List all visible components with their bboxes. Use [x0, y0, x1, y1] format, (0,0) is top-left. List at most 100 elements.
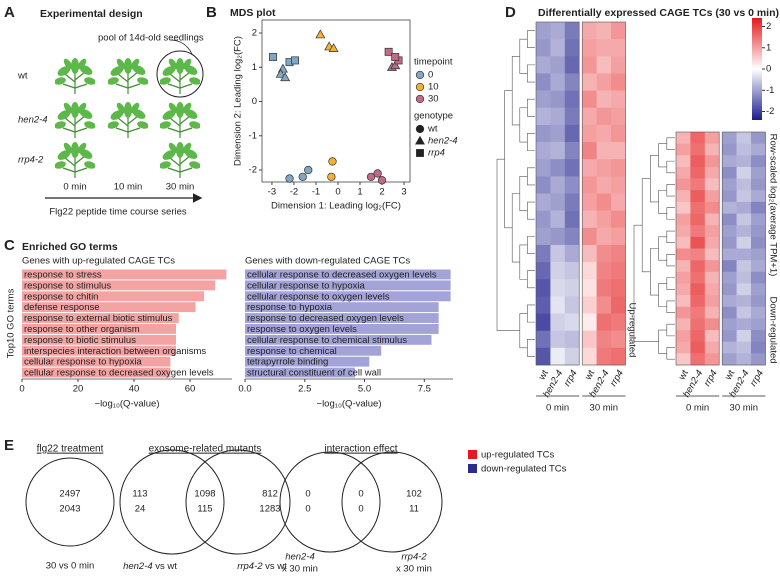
- heatmap-cell: [582, 210, 597, 229]
- heatmap-cell: [536, 22, 551, 40]
- heatmap-cell: [536, 313, 551, 331]
- heatmap-cell: [722, 248, 737, 261]
- dendrogram: [527, 270, 535, 289]
- heatmap-cell: [676, 143, 691, 156]
- bar: [22, 356, 171, 367]
- heatmap-cell: [690, 248, 706, 261]
- bar-label: response to chemical: [247, 346, 337, 357]
- heatmap-cell: [564, 142, 580, 160]
- heatmap-cell: [690, 166, 706, 179]
- dendrogram: [519, 313, 528, 349]
- heatmap-cell: [611, 330, 626, 349]
- heatmap-cell: [690, 271, 706, 284]
- heatmap-cell: [550, 227, 566, 246]
- genotype-label: hen2-4: [18, 115, 48, 126]
- legend-label: 0: [428, 70, 433, 81]
- heatmap-cell: [751, 213, 766, 226]
- heatmap-cell: [736, 283, 752, 296]
- heatmap-cell: [704, 155, 720, 168]
- heatmap-cell: [550, 107, 566, 126]
- point: [291, 56, 299, 65]
- heatmap-cell: [596, 107, 612, 126]
- bar: [245, 367, 355, 378]
- dendrogram: [650, 248, 659, 296]
- venn-count-down: 2043: [59, 504, 80, 515]
- heatmap-cell: [704, 236, 720, 249]
- legend-label: hen2-4: [428, 136, 458, 147]
- seedling: [160, 58, 200, 94]
- heatmap-cell: [536, 227, 551, 246]
- heatmap-cell: [582, 124, 597, 143]
- heatmap-cell: [550, 159, 566, 177]
- heatmap-cell: [611, 107, 626, 126]
- heatmap-cell: [596, 73, 612, 91]
- x-tick-label: 7.5: [418, 384, 431, 395]
- panel-letter: B: [206, 4, 217, 21]
- legend-swatch: [415, 124, 425, 134]
- heatmap-cell: [582, 39, 597, 57]
- venn-count-up: 0: [358, 489, 363, 500]
- heatmap-cell: [722, 201, 737, 214]
- heatmap-cell: [722, 155, 737, 168]
- point: [328, 157, 337, 166]
- dendrogram: [658, 329, 667, 354]
- venn-circle: [119, 449, 225, 555]
- heatmap-cell: [676, 295, 691, 308]
- dendrogram: [511, 193, 520, 263]
- heatmap-cell: [676, 318, 691, 331]
- set-label: 30 vs 0 min: [46, 561, 95, 572]
- heatmap-cell: [676, 283, 691, 296]
- heatmap-cell: [564, 159, 580, 177]
- seedlings: [55, 58, 200, 178]
- venn-count-up: 102: [406, 489, 422, 500]
- heatmap-cell: [736, 132, 752, 144]
- point: [280, 72, 291, 82]
- heatmap-cell: [736, 236, 752, 249]
- time-label: 0 min: [63, 182, 86, 193]
- heatmap-cell: [582, 227, 597, 246]
- dendrogram: [650, 155, 659, 203]
- heatmap-cell: [751, 225, 766, 238]
- heatmap-cell: [676, 260, 691, 273]
- heatmap-cell: [736, 213, 752, 226]
- column-label: rrp4: [562, 368, 580, 388]
- x-tick-label: 2: [379, 187, 384, 198]
- bar-label: interspecies interaction between organis…: [24, 346, 206, 357]
- heatmap-cell: [611, 227, 626, 246]
- heatmap-cell: [751, 166, 766, 179]
- block-label: Up-regulated: [626, 303, 637, 358]
- x-tick-label: 20: [73, 384, 84, 395]
- legend-label: 30: [428, 94, 439, 105]
- heatmap-cell: [751, 341, 766, 354]
- bar: [22, 302, 196, 313]
- heatmap-cell: [704, 143, 720, 156]
- point: [328, 43, 339, 52]
- heatmap-cell: [550, 124, 566, 143]
- seedling: [55, 142, 95, 178]
- heatmap-cell: [611, 142, 626, 160]
- group-label: 0 min: [546, 403, 569, 414]
- x-tick-label: 3: [401, 187, 406, 198]
- heatmap-cell: [704, 271, 720, 284]
- y-tick-label: 1: [252, 62, 257, 73]
- x-axis-label: −log₁₀(Q-value): [95, 399, 160, 410]
- heatmap-cell: [751, 132, 766, 144]
- heatmap-cell: [736, 201, 752, 214]
- heatmap-cell: [690, 341, 706, 354]
- heatmap-cell: [582, 159, 597, 177]
- heatmap-frame: [675, 131, 720, 366]
- x-tick-label: 2.5: [298, 384, 311, 395]
- dendrogram: [658, 283, 667, 308]
- heatmap-cell: [564, 227, 580, 246]
- heatmap-cell: [676, 306, 691, 319]
- legend-swatch: [468, 450, 477, 459]
- x-tick-label: -2: [290, 187, 298, 198]
- x-tick-label: 0: [19, 384, 24, 395]
- heatmap-cell: [536, 39, 551, 57]
- point: [373, 169, 382, 178]
- venn-count-up: 1098: [194, 489, 215, 500]
- x-axis-label: Dimension 1: Leading log₂(FC): [271, 201, 401, 212]
- y-axis-label: Dimension 2: Leading log₂(FC): [233, 36, 244, 166]
- panel-title: Enriched GO terms: [22, 241, 118, 253]
